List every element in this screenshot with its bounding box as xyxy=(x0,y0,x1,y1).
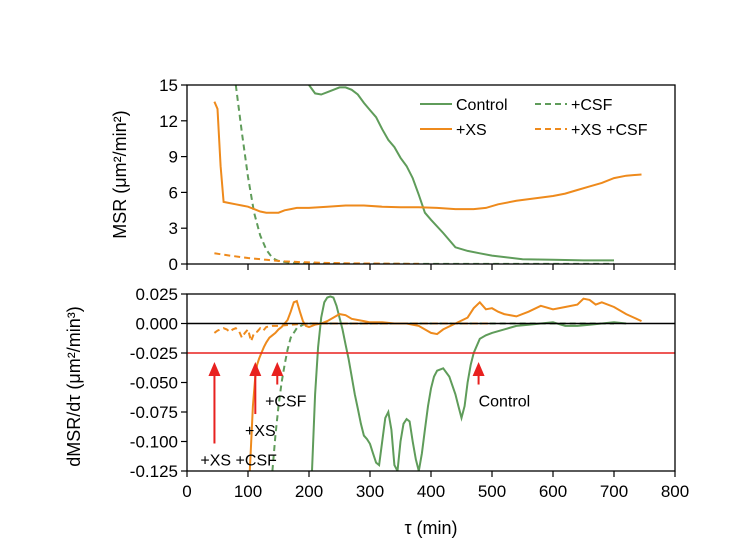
series-line-control xyxy=(308,85,614,262)
x-axis-label: τ (min) xyxy=(404,518,457,538)
series-line-csf xyxy=(271,322,614,471)
x-tick-label: 0 xyxy=(182,482,191,501)
y-tick-label: 0.000 xyxy=(135,315,178,334)
annotation-arrow-head xyxy=(249,362,262,376)
dmsr-y-ticks: 0.025 0.000 -0.025 -0.050 -0.075 -0.100 -0.125 xyxy=(130,285,187,481)
msr-y-ticks: 0 3 6 9 12 15 xyxy=(159,76,187,274)
y-tick-label: 0 xyxy=(169,255,178,274)
y-tick-label: 6 xyxy=(169,183,178,202)
msr-panel: 0 3 6 9 12 15 MSR (μm²/min²) Control +CSF +XS +X… xyxy=(110,76,676,274)
y-tick-label: 0.025 xyxy=(135,285,178,304)
dmsr-panel: +XS +CSF +XS +CSF Control 0.025 0.000 -0.025 -… xyxy=(64,285,689,538)
msr-y-axis-label: MSR (μm²/min²) xyxy=(110,110,130,238)
annotation-label: +CSF xyxy=(265,394,307,411)
annotation-arrow-head xyxy=(271,362,284,376)
annotation-label: +XS xyxy=(245,423,276,440)
y-tick-label: -0.100 xyxy=(130,433,178,452)
x-tick-label: 600 xyxy=(539,482,567,501)
series-line-control xyxy=(311,295,627,471)
y-tick-label: -0.025 xyxy=(130,344,178,363)
dmsr-y-axis-label: dMSR/dτ (μm²/min³) xyxy=(64,306,84,466)
annotation-label: Control xyxy=(479,394,531,411)
dmsr-plot-frame xyxy=(186,293,676,472)
series-line-csf xyxy=(234,85,614,264)
y-tick-label: 9 xyxy=(169,148,178,167)
legend-label: +CSF xyxy=(571,97,613,114)
legend: Control +CSF +XS +XS +CSF xyxy=(420,97,648,139)
series-line-xs xyxy=(248,297,642,471)
x-tick-label: 100 xyxy=(234,482,262,501)
legend-label: +XS xyxy=(456,122,487,139)
annotation-arrow-head xyxy=(208,362,221,376)
annotation-label: +XS +CSF xyxy=(200,453,277,470)
dmsr-annotations: +XS +CSF +XS +CSF Control xyxy=(200,362,530,470)
y-tick-label: 12 xyxy=(159,112,178,131)
x-tick-label: 700 xyxy=(600,482,628,501)
msr-x-ticks xyxy=(186,264,676,270)
x-tick-label: 300 xyxy=(356,482,384,501)
y-tick-label: -0.075 xyxy=(130,403,178,422)
dmsr-series-layer xyxy=(213,295,642,471)
dmsr-reference-lines xyxy=(187,322,675,354)
legend-label: Control xyxy=(456,97,508,114)
x-tick-label: 200 xyxy=(295,482,323,501)
x-tick-label: 400 xyxy=(417,482,445,501)
y-tick-label: 15 xyxy=(159,76,178,95)
y-tick-label: -0.125 xyxy=(130,462,178,481)
series-line-xs-csf xyxy=(214,252,419,264)
legend-label: +XS +CSF xyxy=(571,122,648,139)
dmsr-x-ticks: 0 100 200 300 400 500 600 700 800 xyxy=(182,471,689,501)
y-tick-label: 3 xyxy=(169,219,178,238)
series-line-xs xyxy=(213,101,642,214)
annotation-arrow-head xyxy=(472,362,485,376)
y-tick-label: -0.050 xyxy=(130,374,178,393)
msr-plot-frame xyxy=(186,84,676,265)
x-tick-label: 800 xyxy=(661,482,689,501)
x-tick-label: 500 xyxy=(478,482,506,501)
